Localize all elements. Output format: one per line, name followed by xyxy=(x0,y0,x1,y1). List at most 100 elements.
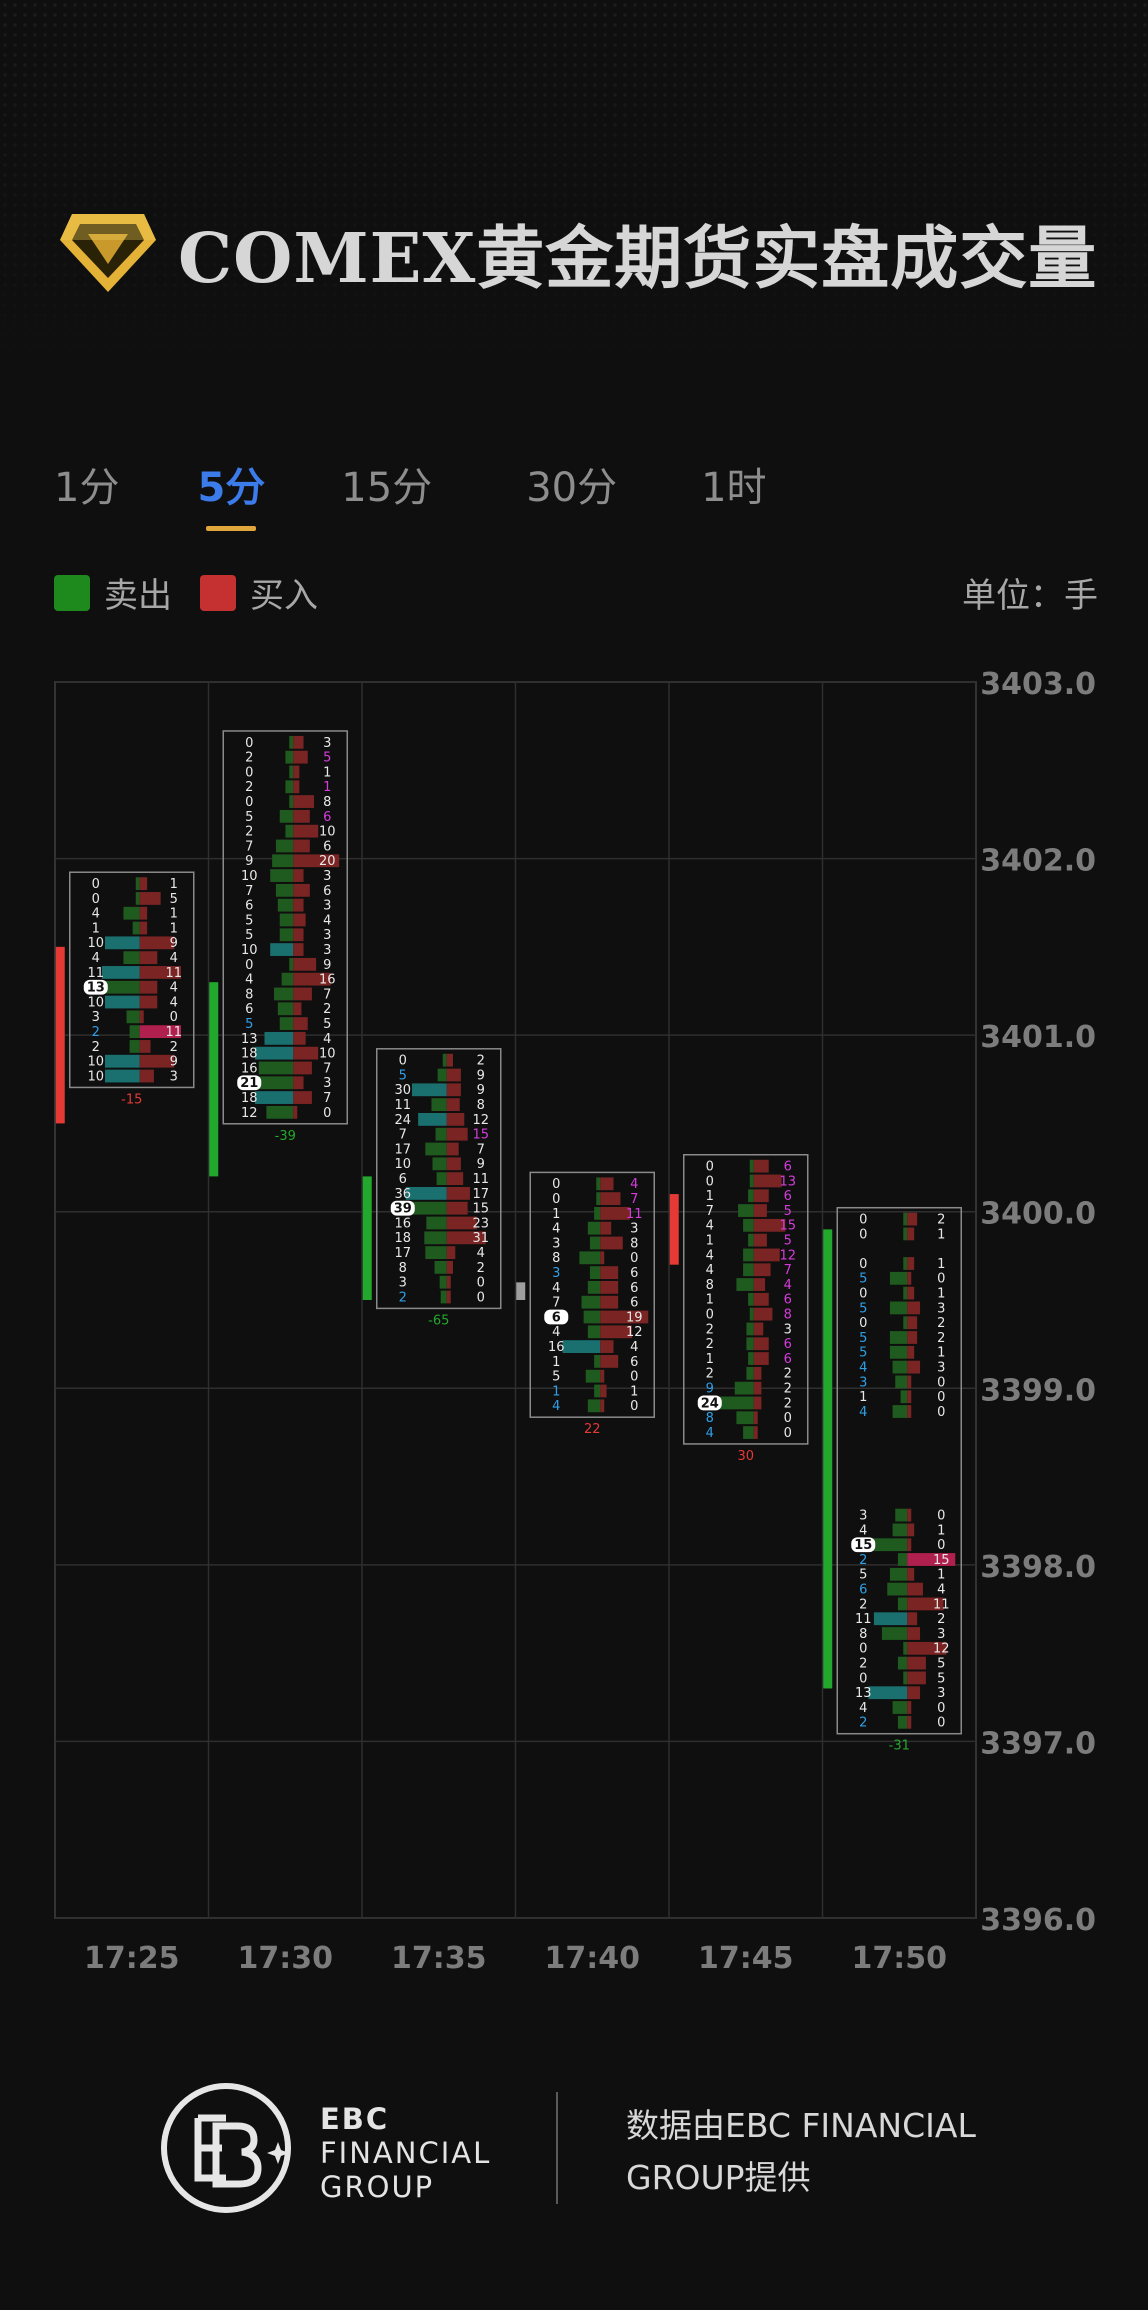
buy-volume-label: 12 xyxy=(933,1642,950,1657)
buy-volume-bar xyxy=(753,1381,762,1395)
sell-volume-bar xyxy=(748,1189,754,1203)
sell-volume-bar xyxy=(743,1426,754,1439)
sell-volume-bar xyxy=(892,1360,908,1374)
sell-volume-bar xyxy=(748,1233,754,1247)
sell-volume-label: 4 xyxy=(859,1701,867,1716)
buy-volume-label: 6 xyxy=(784,1189,792,1204)
sell-volume-label: 10 xyxy=(87,1069,104,1084)
buy-volume-bar xyxy=(907,1271,912,1285)
buy-volume-bar xyxy=(293,765,300,779)
buy-volume-label: 9 xyxy=(477,1083,485,1098)
buy-volume-label: 0 xyxy=(937,1716,945,1731)
sell-volume-label: 16 xyxy=(241,1061,258,1076)
buy-volume-bar xyxy=(293,780,300,794)
buy-volume-label: 5 xyxy=(323,751,331,766)
sell-volume-bar xyxy=(289,735,294,749)
buy-volume-bar xyxy=(753,1233,767,1247)
buy-volume-label: 4 xyxy=(170,981,178,996)
buy-volume-bar xyxy=(753,1248,780,1262)
buy-volume-label: 8 xyxy=(630,1236,638,1251)
sell-volume-label: 1 xyxy=(706,1352,714,1367)
buy-volume-label: 5 xyxy=(784,1204,792,1219)
buy-volume-bar xyxy=(907,1257,915,1270)
footprint-box xyxy=(836,1206,962,1735)
sell-volume-label: 0 xyxy=(859,1316,867,1331)
sell-volume-bar xyxy=(132,921,140,935)
sell-volume-label: 36 xyxy=(394,1187,411,1202)
sell-volume-label: 16 xyxy=(394,1216,411,1231)
buy-volume-label: 17 xyxy=(472,1187,489,1202)
sell-volume-bar xyxy=(749,1307,754,1321)
buy-volume-label: 1 xyxy=(323,780,331,795)
footprint-chart: 3396.03397.03398.03399.03400.03401.03402… xyxy=(54,667,1096,1976)
buy-volume-bar xyxy=(907,1701,912,1714)
buy-volume-bar xyxy=(139,877,148,891)
sell-volume-label: 0 xyxy=(859,1287,867,1302)
y-tick-label: 3397.0 xyxy=(980,1726,1096,1761)
buy-volume-bar xyxy=(600,1207,630,1220)
tab-15min[interactable]: 15分 xyxy=(341,465,433,511)
delta-label: -31 xyxy=(889,1739,910,1754)
sell-volume-bar xyxy=(129,1025,140,1039)
sell-volume-label: 4 xyxy=(92,951,100,966)
sell-volume-label: 1 xyxy=(706,1293,714,1308)
sell-volume-bar xyxy=(897,1715,908,1729)
buy-volume-label: 16 xyxy=(319,973,336,988)
buy-volume-label: 20 xyxy=(319,854,336,869)
tab-1hour[interactable]: 1时 xyxy=(701,465,767,511)
sell-volume-label: 0 xyxy=(245,736,253,751)
sell-volume-label: 5 xyxy=(245,913,253,928)
buy-volume-bar xyxy=(907,1715,912,1729)
sell-volume-bar xyxy=(589,1266,601,1279)
sell-volume-label: 0 xyxy=(706,1308,714,1323)
sell-volume-bar xyxy=(439,1275,447,1289)
buy-volume-label: 2 xyxy=(937,1612,945,1627)
buy-volume-label: 5 xyxy=(937,1671,945,1686)
sell-volume-bar xyxy=(275,883,294,897)
sell-volume-label: 1 xyxy=(706,1189,714,1204)
buy-volume-bar xyxy=(907,1582,923,1596)
sell-volume-label: 0 xyxy=(859,1642,867,1657)
sell-swatch xyxy=(54,574,90,611)
sell-volume-label: 5 xyxy=(552,1370,560,1385)
price-candle xyxy=(209,982,219,1177)
sell-volume-label: 2 xyxy=(859,1597,867,1612)
buy-volume-bar xyxy=(907,1390,912,1404)
sell-volume-bar xyxy=(104,995,140,1009)
buy-volume-bar xyxy=(753,1174,782,1188)
tab-30min[interactable]: 30分 xyxy=(526,465,618,511)
sell-volume-label: 11 xyxy=(855,1612,872,1627)
footer-divider xyxy=(556,2092,558,2204)
sell-volume-bar xyxy=(279,1017,294,1030)
sell-volume-label: 10 xyxy=(241,943,258,958)
data-source-note: 数据由EBC FINANCIAL GROUP提供 xyxy=(626,2106,976,2197)
buy-volume-label: 0 xyxy=(937,1701,945,1716)
tab-1min[interactable]: 1分 xyxy=(54,465,120,511)
buy-volume-label: 3 xyxy=(323,869,331,884)
sell-volume-bar xyxy=(579,1251,601,1265)
sell-volume-bar xyxy=(587,1281,601,1294)
buy-volume-label: 2 xyxy=(323,1002,331,1017)
buy-volume-bar xyxy=(293,957,317,971)
buy-volume-label: 7 xyxy=(784,1263,792,1278)
buy-volume-bar xyxy=(907,1627,921,1640)
y-tick-label: 3400.0 xyxy=(980,1197,1096,1232)
buy-volume-bar xyxy=(753,1292,769,1306)
x-tick-label: 17:40 xyxy=(545,1941,641,1976)
timeframe-tabs: 1分 5分 15分 30分 1时 xyxy=(54,455,767,531)
sell-volume-label: 3 xyxy=(552,1266,560,1281)
buy-volume-label: 13 xyxy=(779,1174,796,1189)
buy-volume-bar xyxy=(753,1426,758,1439)
sell-volume-label: 13 xyxy=(855,1686,872,1701)
buy-volume-label: 4 xyxy=(784,1278,792,1293)
tab-5min[interactable]: 5分 xyxy=(197,455,265,531)
buy-volume-bar xyxy=(139,906,148,920)
buy-volume-label: 1 xyxy=(170,921,178,936)
sell-volume-label: 6 xyxy=(552,1310,561,1325)
buy-volume-bar xyxy=(907,1212,918,1226)
buy-volume-label: 1 xyxy=(170,877,178,892)
buy-volume-bar xyxy=(139,1025,181,1039)
buy-volume-label: 5 xyxy=(784,1234,792,1249)
sell-volume-label: 4 xyxy=(706,1219,714,1234)
buy-volume-bar xyxy=(446,1187,470,1200)
